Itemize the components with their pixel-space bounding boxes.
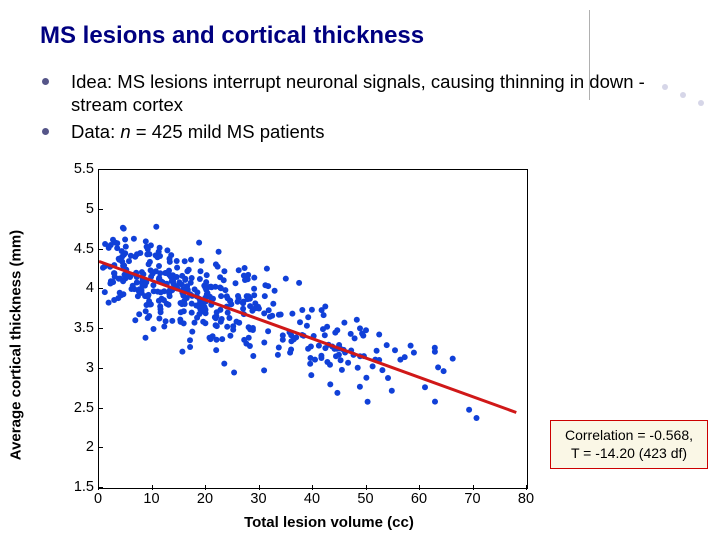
x-tick-mark	[259, 485, 260, 490]
x-tick-mark	[473, 485, 474, 490]
y-tick-mark	[98, 249, 103, 250]
y-tick-mark	[98, 328, 103, 329]
x-tick-mark	[98, 485, 99, 490]
x-tick-mark	[312, 485, 313, 490]
x-tick-mark	[205, 485, 206, 490]
plot-area	[98, 169, 528, 489]
page-title: MS lesions and cortical thickness	[40, 22, 424, 50]
bullet-icon	[42, 78, 49, 85]
y-axis-label: Average cortical thickness (mm)	[8, 230, 25, 460]
bullet-icon	[42, 128, 49, 135]
y-tick-label: 3.5	[68, 320, 94, 336]
x-tick-label: 80	[518, 491, 534, 507]
callout-line: Correlation = -0.568,	[555, 427, 703, 445]
y-tick-label: 1.5	[68, 479, 94, 495]
y-tick-label: 4.5	[68, 241, 94, 257]
x-tick-label: 40	[304, 491, 320, 507]
y-tick-mark	[98, 288, 103, 289]
bullet-text: Idea: MS lesions interrupt neuronal sign…	[71, 70, 700, 116]
plot-svg	[99, 170, 527, 488]
x-tick-mark	[366, 485, 367, 490]
bullet-item: Data: n = 425 mild MS patients	[42, 120, 700, 143]
y-tick-label: 5	[68, 201, 94, 217]
y-tick-label: 4	[68, 280, 94, 296]
x-tick-mark	[419, 485, 420, 490]
bullet-item: Idea: MS lesions interrupt neuronal sign…	[42, 70, 700, 116]
y-tick-label: 3	[68, 360, 94, 376]
x-tick-label: 60	[411, 491, 427, 507]
x-tick-label: 10	[143, 491, 159, 507]
y-tick-label: 5.5	[68, 161, 94, 177]
x-tick-mark	[526, 485, 527, 490]
stats-callout: Correlation = -0.568, T = -14.20 (423 df…	[550, 420, 708, 469]
y-tick-label: 2.5	[68, 400, 94, 416]
x-tick-label: 70	[464, 491, 480, 507]
y-tick-mark	[98, 408, 103, 409]
x-tick-label: 0	[94, 491, 102, 507]
x-axis-label: Total lesion volume (cc)	[244, 514, 414, 531]
x-tick-label: 50	[357, 491, 373, 507]
scatter-chart: Average cortical thickness (mm) Total le…	[30, 165, 560, 525]
y-tick-label: 2	[68, 439, 94, 455]
slide: MS lesions and cortical thickness Idea: …	[0, 0, 720, 540]
x-tick-label: 30	[250, 491, 266, 507]
y-tick-mark	[98, 368, 103, 369]
y-tick-mark	[98, 447, 103, 448]
bullet-text: Data: n = 425 mild MS patients	[71, 120, 325, 143]
callout-line: T = -14.20 (423 df)	[555, 445, 703, 463]
y-tick-mark	[98, 209, 103, 210]
x-tick-label: 20	[197, 491, 213, 507]
y-tick-mark	[98, 169, 103, 170]
bullet-list: Idea: MS lesions interrupt neuronal sign…	[42, 70, 700, 147]
x-tick-mark	[152, 485, 153, 490]
